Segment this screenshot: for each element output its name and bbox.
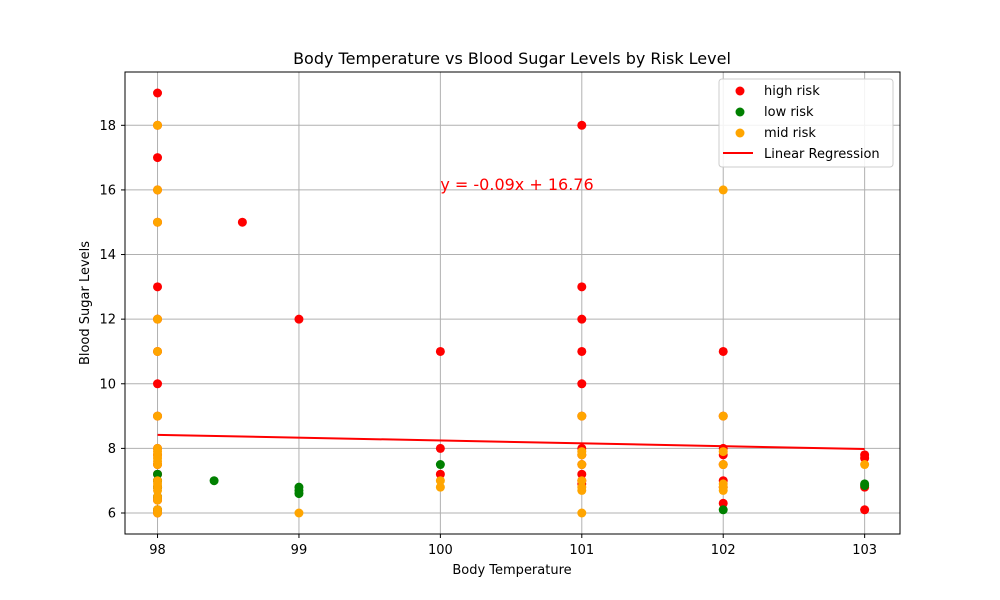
point-mid-risk [718, 447, 728, 457]
point-mid-risk [153, 120, 163, 130]
y-axis-title: Blood Sugar Levels [78, 241, 93, 365]
point-high-risk [153, 88, 163, 98]
point-high-risk [153, 153, 163, 163]
y-tick-label: 8 [108, 442, 116, 457]
x-tick-label: 98 [149, 543, 166, 558]
point-mid-risk [435, 476, 445, 486]
y-tick-label: 16 [99, 183, 116, 198]
point-high-risk [577, 379, 587, 389]
x-tick-label: 99 [291, 543, 308, 558]
point-mid-risk [718, 460, 728, 470]
point-low-risk [718, 505, 728, 515]
point-mid-risk [577, 485, 587, 495]
point-low-risk [294, 489, 304, 499]
point-high-risk [577, 314, 587, 324]
point-high-risk [577, 346, 587, 356]
point-mid-risk [153, 411, 163, 421]
point-mid-risk [153, 485, 163, 495]
legend-label-regression: Linear Regression [764, 147, 880, 162]
point-mid-risk [718, 485, 728, 495]
point-high-risk [577, 282, 587, 292]
point-mid-risk [153, 460, 163, 470]
regression-line-layer [157, 433, 865, 451]
point-low-risk [209, 476, 219, 486]
point-mid-risk [435, 482, 445, 492]
point-high-risk [153, 379, 163, 389]
point-low-risk [860, 481, 870, 491]
point-high-risk [577, 469, 587, 479]
point-low-risk [153, 469, 163, 479]
x-axis-ticks: 98 99 100 101 102 103 [149, 534, 877, 558]
point-mid-risk [153, 346, 163, 356]
point-mid-risk [153, 508, 163, 518]
x-tick-label: 100 [428, 543, 453, 558]
point-mid-risk [294, 508, 304, 518]
point-high-risk [718, 346, 728, 356]
y-tick-label: 18 [99, 119, 116, 134]
legend: high risk low risk mid risk Linear Regre… [718, 78, 894, 168]
point-mid-risk [718, 185, 728, 195]
point-mid-risk [577, 508, 587, 518]
legend-frame [718, 78, 894, 168]
y-tick-label: 12 [99, 313, 116, 328]
point-high-risk [435, 469, 445, 479]
point-mid-risk [577, 411, 587, 421]
x-tick-label: 101 [569, 543, 594, 558]
y-tick-label: 10 [99, 377, 116, 392]
point-mid-risk [577, 476, 587, 486]
chart-title: Body Temperature vs Blood Sugar Levels b… [293, 49, 731, 68]
point-high-risk [435, 443, 445, 453]
legend-marker-mid-risk [735, 128, 745, 138]
x-axis-title: Body Temperature [452, 563, 571, 578]
point-high-risk [860, 453, 870, 463]
point-mid-risk [153, 314, 163, 324]
point-mid-risk [577, 450, 587, 460]
legend-marker-high-risk [735, 86, 745, 96]
point-mid-risk [153, 217, 163, 227]
point-high-risk [294, 314, 304, 324]
y-tick-label: 14 [99, 248, 116, 263]
x-tick-label: 102 [711, 543, 736, 558]
point-mid-risk [577, 460, 587, 470]
regression-equation-label: y = -0.09x + 16.76 [440, 175, 593, 194]
plot-frame [124, 71, 901, 535]
point-high-risk [237, 217, 247, 227]
data-points [153, 88, 870, 518]
point-mid-risk [153, 495, 163, 505]
point-mid-risk [153, 185, 163, 195]
legend-label-low-risk: low risk [764, 105, 814, 120]
point-high-risk [577, 120, 587, 130]
point-low-risk [435, 460, 445, 470]
point-high-risk [718, 498, 728, 508]
point-mid-risk [860, 460, 870, 470]
regression-line [157, 433, 865, 451]
point-high-risk [153, 282, 163, 292]
point-high-risk [435, 346, 445, 356]
legend-label-mid-risk: mid risk [764, 126, 816, 141]
point-mid-risk [718, 411, 728, 421]
point-high-risk [860, 505, 870, 515]
legend-marker-low-risk [735, 107, 745, 117]
y-axis-ticks: 6 8 10 12 14 16 18 [99, 119, 125, 522]
x-tick-label: 103 [852, 543, 877, 558]
y-tick-label: 6 [108, 507, 116, 522]
legend-label-high-risk: high risk [764, 84, 820, 99]
